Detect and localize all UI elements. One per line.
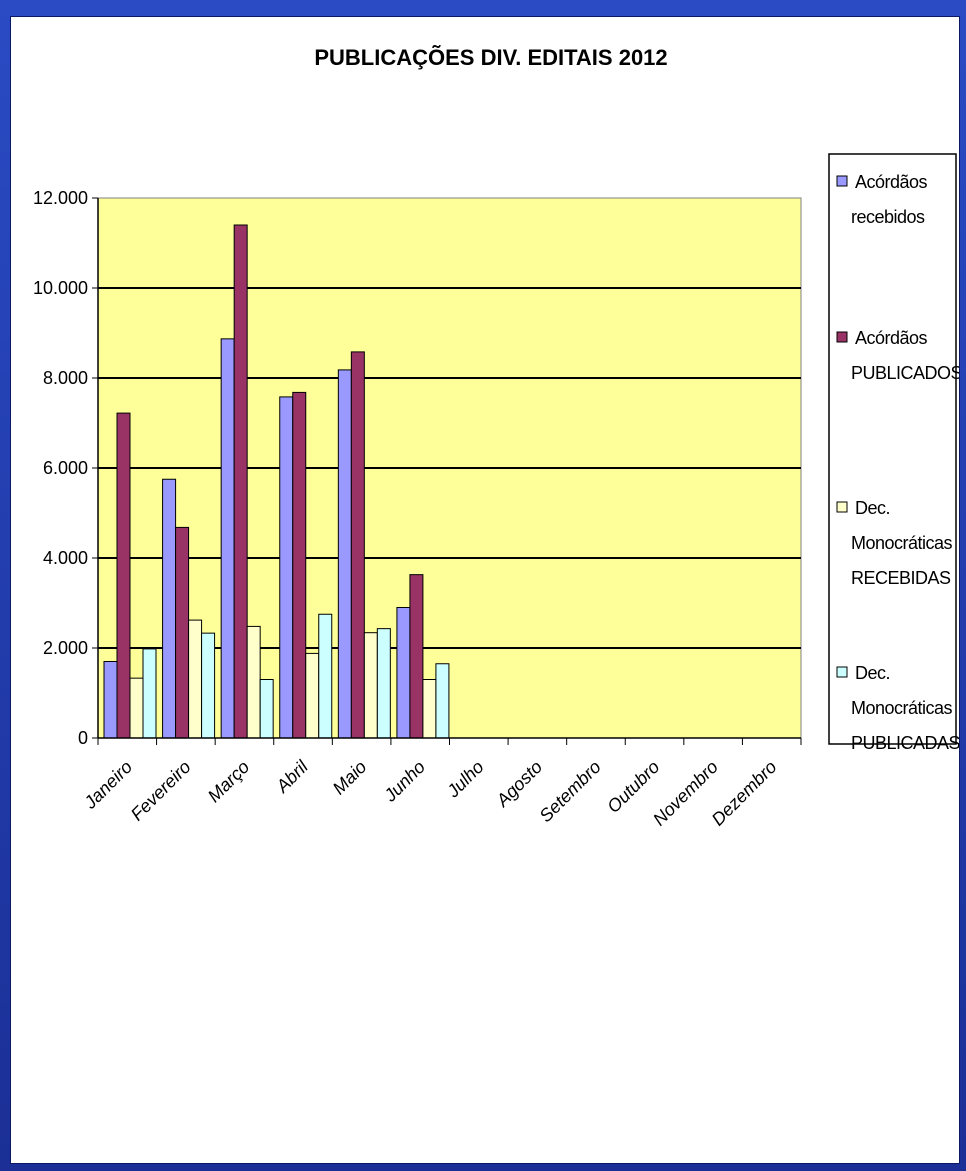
x-category-label: Maio [329, 757, 371, 799]
bar [188, 619, 203, 739]
chart-title: PUBLICAÇÕES DIV. EDITAIS 2012 [314, 45, 667, 70]
bar [220, 338, 235, 739]
chart-panel: PUBLICAÇÕES DIV. EDITAIS 2012 0 2.000 4.00… [10, 16, 960, 1164]
legend-swatch [836, 331, 848, 343]
legend-box [828, 153, 957, 745]
legend-swatch [836, 666, 848, 678]
bar [116, 412, 131, 739]
bar [363, 632, 378, 739]
y-tick-label: 0 [78, 728, 88, 748]
chart: PUBLICAÇÕES DIV. EDITAIS 2012 0 2.000 4.00… [33, 45, 959, 830]
bar [376, 628, 391, 739]
bar [103, 661, 118, 739]
legend-label: PUBLICADOS [851, 363, 959, 383]
bar [292, 391, 307, 739]
legend-label: Acórdãos [855, 328, 928, 348]
bar [337, 369, 352, 739]
legend-swatch [836, 501, 848, 513]
bar [305, 652, 320, 739]
bar [409, 574, 424, 739]
x-category-label: Março [204, 757, 254, 807]
legend: Acórdãos recebidos Acórdãos PUBLICADOS Dec. M… [828, 153, 959, 753]
legend-label: recebidos [851, 207, 925, 227]
x-category-label: Setembro [535, 757, 604, 826]
bar [259, 679, 274, 739]
bar [175, 526, 190, 739]
bar [422, 679, 437, 739]
legend-label: Acórdãos [855, 172, 928, 192]
x-category-label: Janeiro [80, 757, 137, 814]
bar [350, 351, 365, 739]
y-tick-label: 2.000 [43, 638, 88, 658]
x-category-label: Agosto [492, 757, 546, 811]
legend-label: Monocráticas [851, 698, 953, 718]
x-category-label: Junho [380, 757, 430, 807]
bar [142, 648, 157, 739]
legend-label: Monocráticas [851, 533, 953, 553]
x-category-label: Outubro [603, 757, 663, 817]
x-category-label: Julho [442, 757, 487, 802]
legend-label: RECEBIDAS [851, 568, 951, 588]
bar [233, 224, 248, 739]
x-category-label: Fevereiro [127, 757, 195, 825]
y-tick-label: 4.000 [43, 548, 88, 568]
bar [318, 613, 333, 739]
y-tick-label: 10.000 [33, 278, 88, 298]
legend-swatch [836, 175, 848, 187]
bar [129, 677, 144, 739]
y-tick-label: 8.000 [43, 368, 88, 388]
bar [435, 663, 450, 739]
x-category-label: Abril [272, 756, 313, 797]
bar [246, 625, 261, 739]
bar [396, 607, 411, 739]
y-tick-label: 6.000 [43, 458, 88, 478]
y-tick-label: 12.000 [33, 188, 88, 208]
legend-label: Dec. [855, 663, 890, 683]
plot-area: 0 2.000 4.000 6.000 8.000 10.000 12.000 Janeiro… [33, 188, 802, 830]
bar [162, 478, 177, 739]
bar [279, 396, 294, 739]
legend-label: PUBLICADAS [851, 733, 959, 753]
legend-label: Dec. [855, 498, 890, 518]
bar [201, 632, 216, 739]
